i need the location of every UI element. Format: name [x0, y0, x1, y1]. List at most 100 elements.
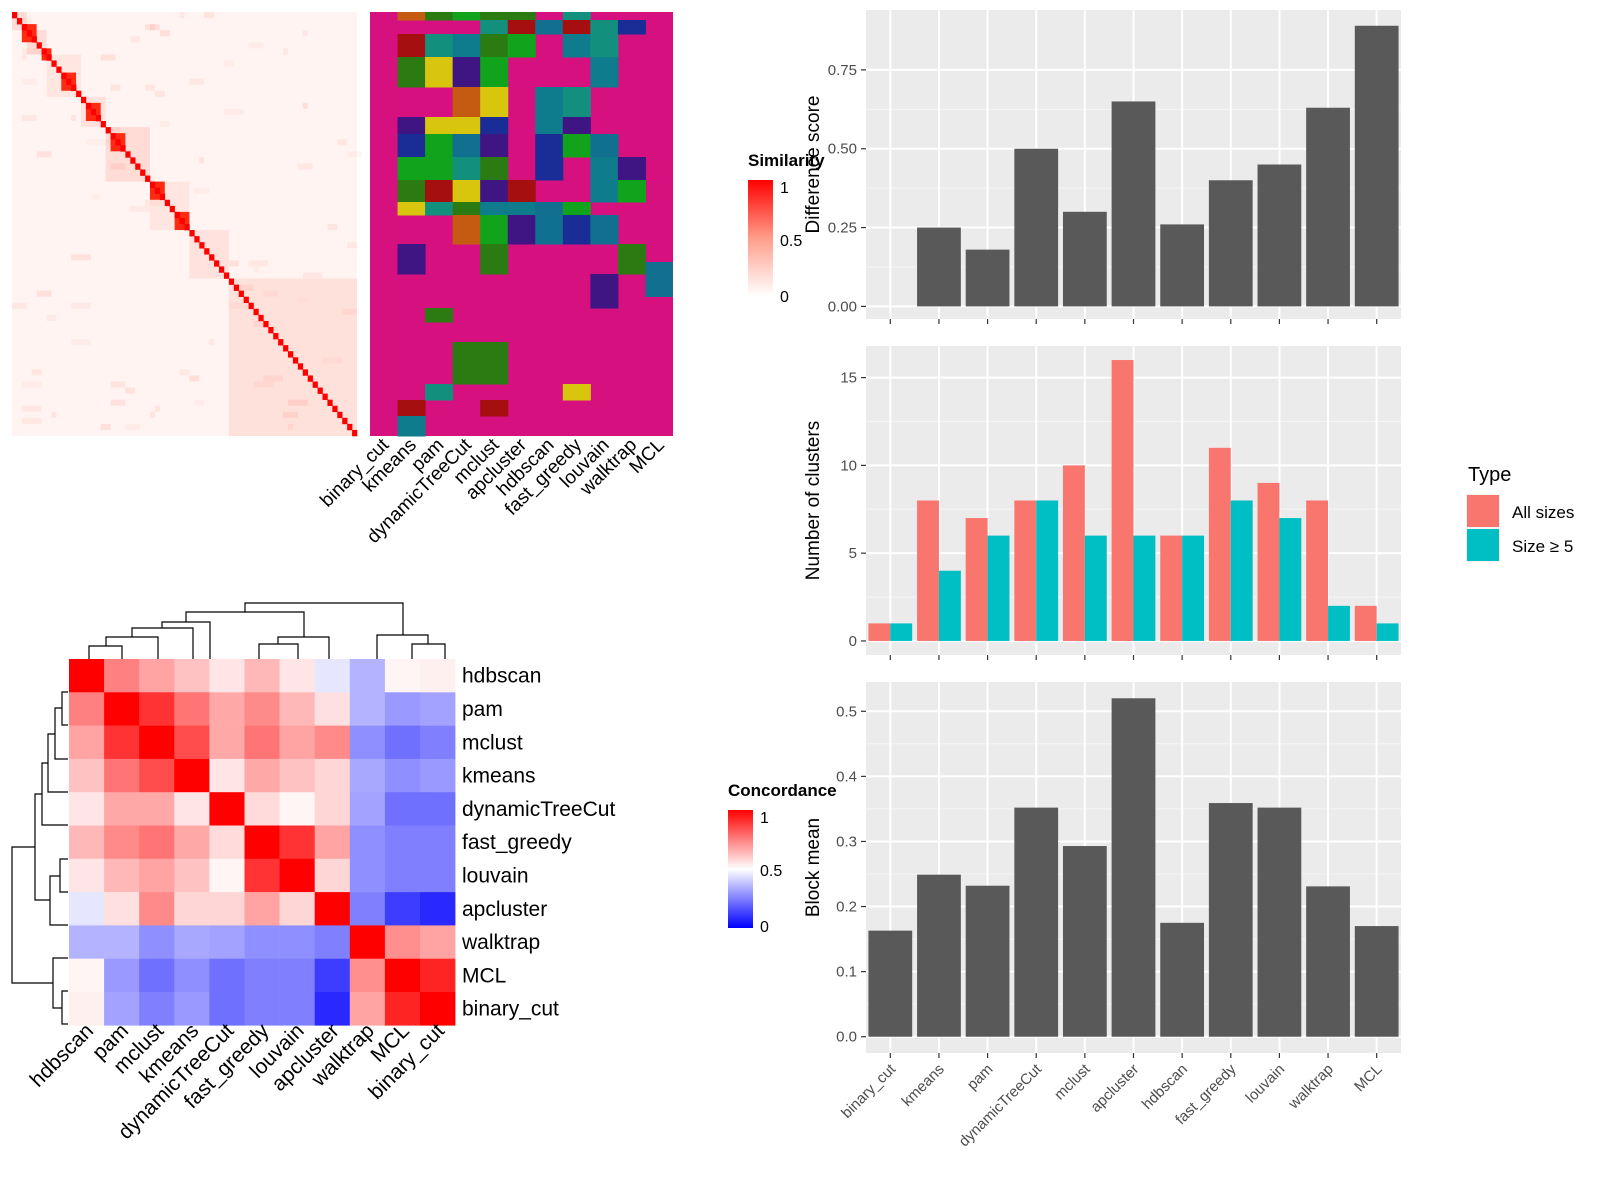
similarity-speckle	[12, 302, 27, 309]
concordance-cell-MCL-kmeans	[174, 958, 210, 993]
bar-All sizes-apcluster	[1111, 360, 1134, 641]
concordance-cell-binary_cut-binary_cut	[420, 992, 456, 1026]
similarity-diagonal-cell	[194, 236, 200, 243]
bar-Size ≥ 5-louvain	[1279, 518, 1302, 641]
y-tick-label: 0	[849, 633, 857, 650]
concordance-cell-binary_cut-walktrap	[349, 992, 386, 1026]
concordance-cell-kmeans-fast_greedy	[244, 758, 280, 793]
concordance-legend: Concordance 1 0.5 0	[728, 781, 837, 936]
bar-binary_cut	[868, 930, 913, 1037]
concordance-cell-apcluster-louvain	[279, 892, 315, 926]
bar-MCL	[1354, 926, 1399, 1037]
similarity-speckle	[85, 139, 106, 146]
similarity-speckle	[248, 42, 264, 49]
cluster-assignment-matrix	[370, 12, 673, 437]
cluster-cell-dynamicTreeCut	[452, 202, 481, 216]
cluster-cell-pam	[425, 134, 454, 158]
similarity-speckle	[31, 369, 42, 376]
cluster-cell-hdbscan	[535, 117, 564, 135]
concordance-cell-binary_cut-hdbscan	[69, 992, 105, 1026]
concordance-cell-hdbscan-mclust	[139, 659, 175, 693]
similarity-diagonal-cell	[90, 108, 97, 116]
cluster-cell-mclust	[480, 87, 509, 118]
concordance-cell-fast_greedy-pam	[104, 825, 140, 860]
similarity-speckle	[194, 399, 205, 406]
similarity-speckle	[283, 48, 288, 55]
similarity-diagonal-cell	[268, 326, 274, 334]
similarity-speckle	[228, 302, 249, 309]
bar-walktrap	[1306, 107, 1350, 307]
bar-fast_greedy	[1208, 180, 1253, 307]
cluster-cell-kmeans	[397, 202, 426, 216]
bar-fast_greedy	[1208, 803, 1253, 1037]
similarity-diagonal-cell	[41, 48, 47, 55]
similarity-diagonal-cell	[253, 308, 259, 316]
bar-Size ≥ 5-mclust	[1084, 535, 1107, 641]
concordance-tick-1: 1	[760, 810, 769, 827]
bar-All sizes-mclust	[1062, 465, 1085, 641]
similarity-heatmap	[12, 12, 362, 437]
similarity-tick-1: 1	[780, 180, 789, 197]
concordance-cell-hdbscan-kmeans	[174, 659, 210, 693]
cluster-cell-hdbscan	[535, 215, 564, 245]
bar-Size ≥ 5-binary_cut	[890, 623, 913, 641]
similarity-speckle	[283, 411, 298, 418]
concordance-cell-MCL-apcluster	[314, 958, 351, 993]
similarity-diagonal-cell	[115, 139, 121, 146]
similarity-speckle	[253, 266, 259, 273]
concordance-cell-dynamicTreeCut-apcluster	[314, 792, 351, 826]
similarity-speckle	[253, 320, 264, 327]
type-legend: Type All sizes Size ≥ 5	[1466, 464, 1574, 562]
similarity-diagonal-cell	[288, 351, 294, 358]
similarity-speckle	[302, 30, 308, 37]
similarity-speckle	[105, 127, 121, 134]
similarity-diagonal-cell	[135, 163, 141, 170]
concordance-cell-kmeans-mclust	[139, 758, 175, 793]
cluster-cell-dynamicTreeCut	[452, 157, 481, 181]
concordance-cell-walktrap-kmeans	[174, 925, 210, 959]
y-tick-label: 0.0	[836, 1029, 857, 1046]
concordance-cell-dynamicTreeCut-kmeans	[174, 792, 210, 826]
concordance-cell-pam-MCL	[384, 692, 421, 726]
cluster-cell-mclust	[480, 12, 509, 21]
similarity-diagonal-cell	[233, 284, 240, 291]
concordance-cell-hdbscan-apcluster	[314, 659, 351, 693]
cluster-cell-kmeans	[397, 400, 426, 417]
similarity-diagonal-cell	[214, 260, 220, 267]
similarity-diagonal-cell	[26, 30, 33, 37]
concordance-row-label-binary_cut: binary_cut	[462, 998, 559, 1021]
cluster-cell-louvain	[590, 274, 619, 309]
cluster-cell-apcluster	[507, 12, 536, 21]
similarity-speckle	[337, 139, 348, 146]
bar-All sizes-dynamicTreeCut	[1014, 500, 1037, 641]
concordance-cell-mclust-dynamicTreeCut	[209, 725, 245, 760]
bar-Size ≥ 5-hdbscan	[1182, 535, 1205, 641]
concordance-cell-fast_greedy-kmeans	[174, 825, 210, 860]
concordance-cell-MCL-dynamicTreeCut	[209, 958, 245, 993]
concordance-cell-walktrap-binary_cut	[420, 925, 456, 959]
y-tick-label: 15	[840, 370, 857, 387]
similarity-speckle	[21, 405, 42, 412]
cluster-cell-kmeans	[397, 180, 426, 203]
similarity-speckle	[145, 199, 165, 206]
cluster-cell-fast_greedy	[562, 117, 591, 135]
concordance-cell-walktrap-dynamicTreeCut	[209, 925, 245, 959]
concordance-row-label-dynamicTreeCut: dynamicTreeCut	[462, 798, 615, 821]
cluster-cell-mclust	[480, 244, 509, 275]
cluster-cell-hdbscan	[535, 157, 564, 181]
concordance-cell-pam-walktrap	[349, 692, 386, 726]
concordance-cell-apcluster-walktrap	[349, 892, 386, 926]
concordance-cell-MCL-fast_greedy	[244, 958, 280, 993]
concordance-cell-mclust-MCL	[384, 725, 421, 760]
concordance-cell-kmeans-MCL	[384, 758, 421, 793]
concordance-cell-mclust-kmeans	[174, 725, 210, 760]
bar-Size ≥ 5-pam	[987, 535, 1010, 641]
cluster-cell-mclust	[480, 342, 509, 385]
cluster-cell-mclust	[480, 134, 509, 158]
similarity-speckle	[21, 78, 37, 85]
concordance-row-label-apcluster: apcluster	[462, 898, 547, 921]
similarity-speckle	[150, 411, 155, 418]
y-tick-label: 0.3	[836, 833, 857, 850]
concordance-cell-pam-kmeans	[174, 692, 210, 726]
